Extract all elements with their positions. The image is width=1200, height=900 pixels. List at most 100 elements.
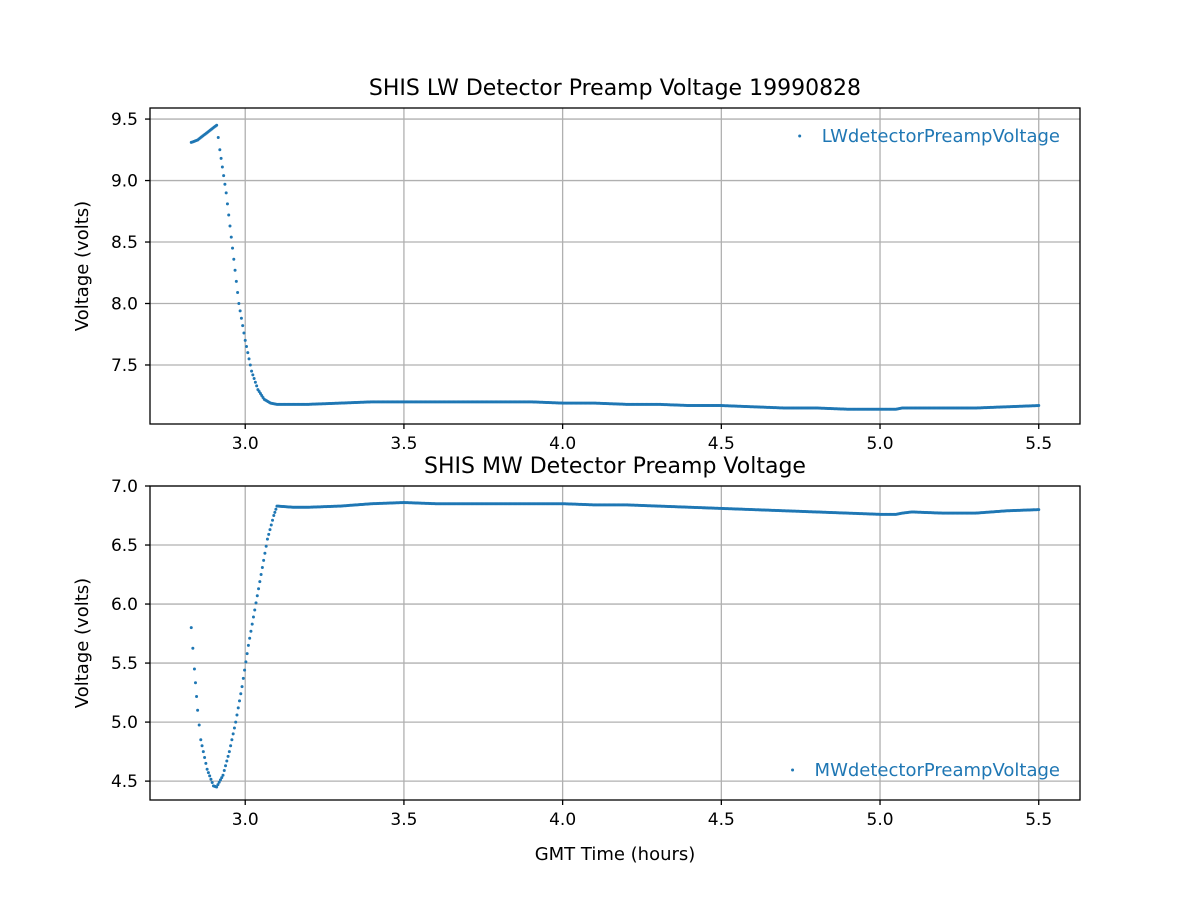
series-1 (189, 123, 1041, 411)
y-tick-label: 8.0 (111, 295, 138, 315)
data-point (236, 706, 240, 710)
legend: LWdetectorPreampVoltage (798, 126, 1060, 147)
data-point (258, 580, 262, 584)
data-point (215, 785, 219, 789)
data-point (260, 565, 264, 569)
data-point (272, 514, 276, 518)
data-point (227, 213, 231, 217)
y-tick-label: 6.5 (111, 536, 138, 556)
y-tick-label: 7.0 (111, 477, 138, 497)
legend-label: LWdetectorPreampVoltage (822, 126, 1060, 147)
data-point (267, 532, 271, 536)
data-point (250, 369, 254, 373)
data-point (246, 643, 250, 647)
data-point (238, 309, 242, 313)
data-point (191, 646, 195, 650)
data-point (253, 608, 257, 612)
data-point (210, 781, 214, 785)
data-point (242, 331, 246, 335)
y-axis-label: Voltage (volts) (72, 201, 93, 331)
x-tick-label: 4.5 (708, 434, 735, 454)
data-point (248, 636, 252, 640)
data-point (252, 377, 256, 381)
data-point (229, 235, 233, 239)
data-point (251, 615, 255, 619)
x-tick-label: 5.5 (1025, 810, 1052, 830)
legend-marker (798, 134, 802, 138)
data-point (249, 629, 253, 633)
data-point (235, 713, 239, 717)
data-point (203, 756, 207, 759)
legend-marker (791, 768, 795, 772)
data-point (208, 774, 212, 778)
x-tick-label: 3.0 (232, 434, 259, 454)
data-point (229, 744, 233, 748)
data-point (239, 316, 243, 320)
data-point (216, 136, 220, 140)
data-point (231, 732, 235, 736)
data-point (224, 764, 228, 768)
data-point (209, 777, 213, 781)
axes-frame (149, 485, 1081, 801)
series-1 (189, 501, 1041, 789)
data-point (189, 626, 193, 630)
data-point (247, 357, 251, 361)
data-point (199, 738, 203, 742)
data-point (273, 510, 277, 514)
y-tick-label: 5.0 (111, 713, 138, 733)
x-tick-label: 4.5 (708, 810, 735, 830)
data-point (265, 537, 269, 541)
x-tick-label: 3.5 (390, 434, 417, 454)
x-tick-label: 5.0 (867, 810, 894, 830)
x-tick-label: 4.0 (549, 810, 576, 830)
data-point (251, 373, 255, 377)
data-point (204, 761, 208, 765)
data-point (195, 695, 199, 699)
data-point (268, 528, 272, 532)
data-point (223, 182, 227, 186)
data-point (232, 257, 236, 261)
data-point (255, 594, 259, 598)
data-point (250, 622, 254, 626)
data-point (1037, 508, 1041, 512)
data-point (193, 681, 197, 685)
data-point (201, 750, 205, 754)
data-point (228, 224, 232, 228)
x-tick-label: 3.0 (232, 810, 259, 830)
data-point (200, 744, 204, 748)
y-tick-label: 8.5 (111, 233, 138, 253)
data-point (192, 667, 196, 671)
data-point (244, 345, 248, 349)
data-point (241, 324, 245, 328)
data-point (262, 558, 266, 562)
data-point (264, 544, 268, 548)
y-tick-label: 9.5 (111, 110, 138, 130)
y-tick-label: 5.5 (111, 654, 138, 674)
data-point (232, 726, 236, 730)
data-point (237, 302, 241, 305)
data-point (225, 202, 229, 206)
data-point (255, 384, 259, 388)
data-point (227, 750, 231, 754)
data-point (217, 780, 221, 784)
data-point (222, 174, 226, 178)
data-point (218, 148, 222, 152)
data-point (257, 587, 261, 591)
chart-1: 3.0 3.5 4.0 4.5 5.0 5.5 7.5 8.0 8.5 9.0 9.5 SHIS LW… (72, 76, 1081, 454)
data-point (225, 759, 229, 763)
data-point (240, 685, 244, 689)
chart-title: SHIS MW Detector Preamp Voltage (424, 454, 806, 479)
data-point (233, 268, 237, 272)
data-point (206, 771, 210, 775)
data-point (244, 660, 248, 664)
data-point (226, 754, 230, 758)
data-point (220, 165, 224, 169)
x-tick-label: 3.5 (390, 810, 417, 830)
data-point (197, 723, 201, 727)
y-axis-label: Voltage (volts) (72, 578, 93, 708)
data-point (248, 363, 252, 367)
data-point (243, 338, 247, 342)
data-point (243, 668, 247, 672)
data-point (215, 123, 219, 127)
